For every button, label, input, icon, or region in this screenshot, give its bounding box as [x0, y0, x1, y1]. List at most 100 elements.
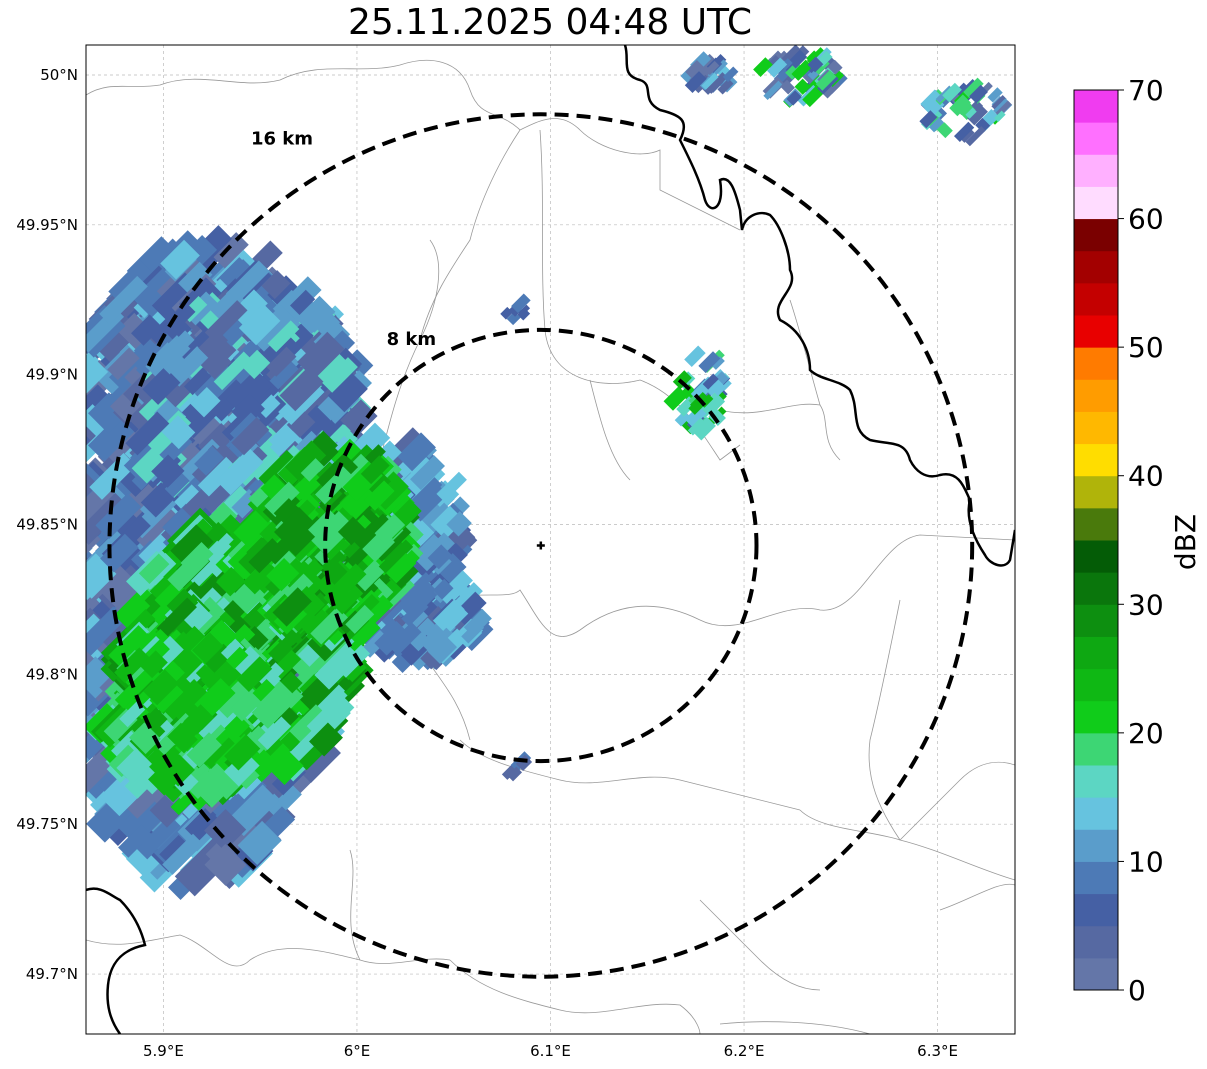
echo-cell	[753, 57, 773, 77]
echo-cell	[162, 833, 204, 875]
echo-cell	[268, 423, 296, 451]
echo-cell	[87, 413, 137, 462]
echo-cell	[160, 239, 200, 280]
echo-cell	[216, 566, 246, 597]
echo-cell	[929, 117, 944, 133]
echo-cell	[35, 597, 76, 638]
colorbar-segment	[1074, 90, 1118, 123]
colorbar-segment	[1074, 925, 1118, 959]
echo-cell	[125, 411, 170, 456]
echo-cell	[86, 425, 90, 477]
echo-cell	[35, 557, 84, 606]
radar-echoes	[26, 45, 1013, 900]
lon-tick-label: 6.3°E	[917, 1042, 958, 1060]
echo-cell	[180, 542, 214, 576]
echo-cell	[86, 681, 99, 720]
echo-cell	[86, 632, 91, 666]
echo-cell	[224, 734, 261, 771]
echo-cell	[220, 638, 245, 662]
colorbar-segment	[1074, 122, 1118, 155]
echo-cell	[334, 585, 364, 615]
admin-borders	[86, 59, 1015, 1034]
echo-cell	[143, 669, 179, 706]
echo-cell	[47, 530, 77, 560]
echo-cell	[322, 357, 358, 393]
echo-cell	[142, 366, 181, 405]
echo-cell	[432, 599, 465, 631]
echo-cell	[410, 455, 445, 491]
colorbar-segment	[1074, 379, 1118, 412]
colorbar-tick-label: 60	[1128, 203, 1164, 236]
echo-cell	[100, 533, 139, 573]
colorbar-segment	[1074, 411, 1118, 445]
echo-cell	[159, 835, 191, 866]
echo-cell	[136, 815, 181, 860]
lat-tick-label: 49.95°N	[16, 216, 78, 234]
echo-cell	[685, 60, 705, 80]
echo-cell	[26, 537, 77, 588]
echo-cell	[374, 620, 409, 656]
echo-cell	[314, 643, 361, 690]
echo-cell	[397, 432, 436, 472]
echo-cell	[139, 650, 168, 679]
echo-cell	[86, 606, 127, 659]
echo-cell	[291, 469, 324, 502]
echo-cell	[785, 61, 804, 80]
echo-cell	[300, 458, 325, 482]
echo-cell	[780, 79, 795, 95]
echo-cell	[248, 538, 284, 574]
echo-cell	[672, 370, 692, 390]
echo-cell	[114, 585, 157, 629]
echo-cell	[149, 679, 184, 714]
echo-cell	[432, 578, 454, 600]
echo-cell	[181, 600, 213, 633]
echo-cell	[86, 468, 88, 512]
echo-cell	[192, 632, 224, 664]
lon-tick-label: 6°E	[344, 1042, 371, 1060]
echo-cell	[684, 345, 706, 368]
echo-cell	[709, 379, 727, 397]
echo-cell	[184, 806, 221, 842]
echo-cell	[233, 508, 273, 548]
echo-cell	[684, 405, 707, 428]
echo-cell	[427, 544, 453, 570]
echo-cell	[364, 480, 395, 511]
echo-cell	[257, 716, 292, 750]
echo-cell	[37, 558, 82, 603]
colorbar-tick-label: 70	[1128, 74, 1164, 107]
echo-cell	[86, 352, 109, 400]
echo-cell	[273, 507, 314, 547]
echo-cell	[242, 559, 278, 595]
colorbar-tick-label: 0	[1128, 974, 1146, 1007]
echo-cell	[45, 442, 82, 479]
echo-cell	[29, 528, 75, 574]
echo-cell	[953, 121, 975, 143]
range-ring-8km	[323, 327, 759, 764]
echo-cell	[252, 679, 275, 702]
echo-cell	[89, 452, 137, 500]
colorbar-segment	[1074, 154, 1118, 187]
colorbar-segment	[1074, 540, 1118, 573]
colorbar-tick-label: 30	[1128, 588, 1164, 621]
colorbar-segment	[1074, 765, 1118, 798]
echo-cell	[821, 56, 838, 73]
echo-cell	[437, 570, 473, 606]
echo-cell	[320, 406, 353, 439]
echo-cell	[213, 351, 253, 391]
echo-cell	[506, 311, 521, 326]
echo-cell	[86, 492, 127, 541]
echo-cell	[256, 394, 281, 418]
echo-cell	[920, 89, 941, 110]
range-rings: 8 km 16 km	[107, 112, 975, 979]
echo-cell	[284, 440, 327, 482]
map-title: 25.11.2025 04:48 UTC	[347, 2, 753, 43]
echo-cell	[186, 732, 222, 768]
echo-cell	[214, 677, 255, 719]
lat-axis: 50°N 49.95°N 49.9°N 49.85°N 49.8°N 49.75°N 49.…	[16, 66, 78, 983]
echo-cell	[354, 559, 386, 592]
echo-cell	[114, 669, 154, 709]
colorbar-label: dBZ	[1169, 514, 1202, 570]
colorbar-segment	[1074, 957, 1118, 991]
echo-cell	[674, 410, 691, 427]
echo-cell	[268, 638, 294, 664]
